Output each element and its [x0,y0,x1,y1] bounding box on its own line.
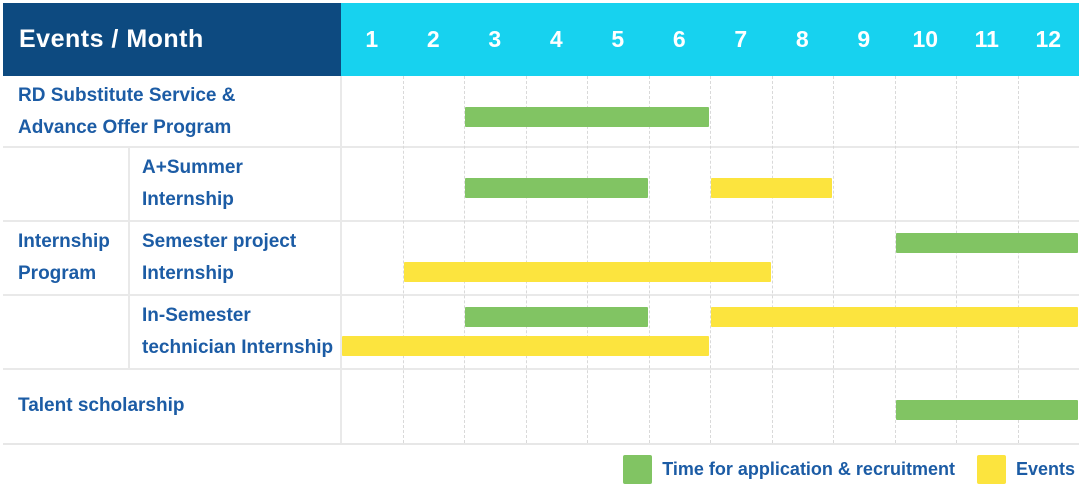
row-label-4: In-Semester technician Internship [130,295,341,369]
month-gridline-8 [833,76,834,443]
month-header-1: 1 [365,26,379,52]
row-divider-4 [3,368,1079,370]
label-chart-divider [340,76,342,443]
month-header-12: 12 [1035,26,1062,52]
group-label-line: Internship [18,231,110,252]
bar-event-months-1-to-6 [342,336,709,356]
month-header-5: 5 [611,26,625,52]
month-gridline-10 [956,76,957,443]
legend: Time for application & recruitment Events [623,455,1075,484]
month-header-3: 3 [488,26,502,52]
month-gridline-9 [894,76,896,443]
month-header-10: 10 [912,26,939,52]
row-label-5: Talent scholarship [3,369,341,443]
legend-item-yellow: Events [976,455,1075,484]
row-label-line: Semester project [142,231,297,252]
month-header-7: 7 [734,26,748,52]
legend-label-yellow: Events [1015,459,1075,479]
month-header-9: 9 [857,26,871,52]
month-gridline-2 [464,76,465,443]
row-label-line: Talent scholarship [18,395,185,416]
row-label-1: RD Substitute Service & Advance Offer Pro… [3,76,341,147]
row-label-3: Semester project Internship [130,221,341,295]
bar-application-months-3-to-5 [465,178,648,198]
group-sublabel-divider [128,147,130,369]
row-label-line: In-Semester [142,305,251,326]
gantt-body: Internship Program RD Substitute Service &… [3,76,1079,445]
bar-event-months-7-to-12 [711,307,1078,327]
bar-event-months-2-to-7 [403,262,771,282]
row-label-2: A+Summer Internship [130,147,341,221]
row-label-line: RD Substitute Service & [18,84,236,106]
row-divider-3 [3,294,1079,296]
legend-swatch-green [623,455,653,484]
legend-label-green: Time for application & recruitment [662,459,955,479]
table-header: Events / Month 1 2 3 4 5 6 7 8 9 10 11 12 [3,3,1079,76]
month-gridline-11 [1017,76,1019,443]
legend-item-green: Time for application & recruitment [623,455,955,484]
group-label-internship-program: Internship Program [3,147,128,369]
bar-application-months-10-to-12 [895,400,1078,420]
bar-application-months-3-to-5 [465,307,648,327]
month-gridline-4 [587,76,588,443]
month-gridline-3 [525,76,527,443]
row-label-line: technician Internship [142,337,334,358]
month-header-11: 11 [974,26,999,52]
row-divider-2 [3,220,1079,222]
month-header-2: 2 [426,26,440,52]
events-month-table: Events / Month 1 2 3 4 5 6 7 8 9 10 11 12 Internshi… [3,3,1079,445]
row-label-line: Internship [142,263,234,284]
row-label-line: Internship [142,189,234,210]
row-label-line: A+Summer [142,157,243,178]
month-gridline-7 [771,76,773,443]
month-header-8: 8 [795,26,809,52]
month-header-4: 4 [549,26,563,52]
month-header-row: 1 2 3 4 5 6 7 8 9 10 11 12 [341,3,1079,76]
month-gridline-6 [710,76,711,443]
month-header-6: 6 [672,26,686,52]
month-gridline-5 [648,76,650,443]
bar-event-months-7-to-8 [711,178,832,198]
legend-swatch-yellow [976,455,1006,484]
group-label-line: Program [18,263,97,284]
month-gridline-1 [402,76,404,443]
row-label-line: Advance Offer Program [18,116,232,138]
row-divider-1 [3,146,1079,148]
bar-application-months-10-to-12 [895,233,1078,253]
bar-application-months-3-to-6 [465,107,709,127]
header-events-month-title: Events / Month [3,3,341,76]
